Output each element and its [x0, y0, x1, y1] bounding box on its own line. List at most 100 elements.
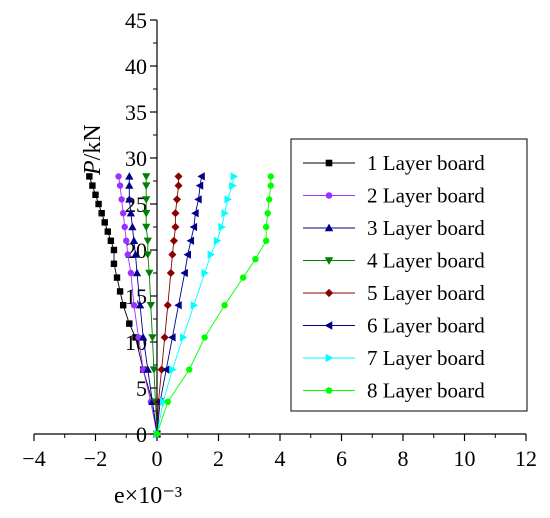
- data-point: [201, 334, 208, 341]
- y-axis-title-unit: /kN: [80, 124, 106, 160]
- legend-label: 1 Layer board: [367, 151, 485, 175]
- data-point: [126, 320, 133, 327]
- data-point: [129, 236, 139, 244]
- data-point: [172, 195, 182, 204]
- x-tick-label: 6: [336, 446, 347, 471]
- data-point: [218, 222, 226, 232]
- y-tick-label: 45: [125, 8, 147, 33]
- legend-item: 8 Layer board: [303, 379, 485, 403]
- data-point: [143, 237, 152, 246]
- data-point: [191, 209, 199, 218]
- data-point: [171, 209, 180, 218]
- data-point: [159, 397, 168, 406]
- data-point: [221, 209, 229, 218]
- data-point: [95, 200, 102, 208]
- data-point: [124, 251, 131, 258]
- data-point: [174, 301, 182, 310]
- data-point: [201, 268, 209, 278]
- data-point: [266, 196, 273, 203]
- legend-label: 8 Layer board: [367, 379, 485, 403]
- data-point: [113, 274, 121, 281]
- data-point: [86, 173, 93, 180]
- legend-item: 5 Layer board: [303, 281, 485, 305]
- data-point: [190, 301, 199, 310]
- data-point: [89, 182, 96, 189]
- legend-marker: [324, 321, 333, 330]
- data-point: [119, 301, 127, 309]
- data-point: [262, 237, 270, 245]
- data-point: [116, 288, 124, 295]
- data-point: [169, 236, 178, 245]
- legend-box: [290, 138, 528, 412]
- data-point: [267, 182, 274, 189]
- data-point: [110, 246, 118, 254]
- data-point: [107, 237, 115, 244]
- data-point: [119, 210, 127, 217]
- legend-marker: [324, 257, 334, 265]
- data-point: [189, 222, 198, 232]
- data-point: [139, 333, 148, 341]
- data-point: [229, 181, 237, 190]
- data-point: [127, 269, 135, 277]
- y-tick-label: 25: [125, 192, 147, 217]
- y-tick-label: 20: [125, 238, 147, 263]
- data-point: [130, 302, 138, 309]
- data-point: [262, 223, 270, 231]
- data-point: [224, 195, 232, 204]
- data-point: [101, 219, 108, 226]
- data-point: [142, 223, 151, 232]
- series-layer: [86, 172, 274, 439]
- data-point: [168, 333, 176, 342]
- legend-item: 6 Layer board: [303, 314, 485, 338]
- y-tick-label: 40: [125, 54, 147, 79]
- y-axis-title: P/kN: [80, 124, 106, 176]
- data-point: [128, 222, 137, 231]
- data-point: [146, 301, 155, 310]
- legend-item: 1 Layer board: [303, 151, 485, 175]
- data-point: [161, 365, 170, 374]
- y-tick-label: 0: [136, 422, 147, 447]
- data-point: [131, 250, 140, 258]
- y-tick-label: 30: [125, 146, 147, 171]
- legend-marker: [325, 353, 334, 363]
- data-point: [213, 236, 222, 245]
- legend-label: 7 Layer board: [367, 346, 485, 370]
- data-point: [179, 333, 188, 342]
- data-point: [121, 223, 128, 231]
- data-point: [166, 268, 175, 278]
- legend-label: 2 Layer board: [367, 184, 485, 208]
- x-tick-label: 12: [515, 446, 537, 471]
- data-point: [149, 366, 159, 374]
- legend-item: 2 Layer board: [303, 184, 485, 208]
- data-point: [157, 365, 166, 374]
- data-point: [168, 250, 177, 259]
- data-point: [194, 195, 202, 204]
- y-axis-title-symbol: P: [80, 160, 106, 176]
- y-tick-label: 35: [125, 100, 147, 125]
- data-point: [171, 222, 180, 232]
- data-point: [142, 210, 151, 218]
- data-point: [197, 172, 205, 181]
- data-point: [125, 181, 134, 189]
- data-point: [143, 365, 152, 373]
- data-point: [92, 191, 99, 198]
- y-tick-label: 5: [136, 376, 147, 401]
- data-point: [142, 173, 151, 181]
- legend-marker: [325, 192, 333, 199]
- x-axis-title: e×10⁻³: [114, 483, 182, 509]
- data-point: [98, 210, 105, 217]
- x-tick-label: −4: [22, 446, 45, 471]
- legend-label: 4 Layer board: [367, 249, 485, 273]
- data-point: [174, 181, 183, 190]
- data-point: [153, 430, 161, 438]
- legend-item: 7 Layer board: [303, 346, 485, 370]
- data-point: [230, 172, 239, 181]
- data-point: [264, 210, 271, 217]
- data-point: [239, 274, 247, 281]
- legend-item: 4 Layer board: [303, 249, 485, 273]
- data-point: [132, 268, 142, 277]
- data-point: [145, 269, 154, 278]
- legend-marker: [325, 387, 333, 394]
- data-point: [221, 302, 228, 309]
